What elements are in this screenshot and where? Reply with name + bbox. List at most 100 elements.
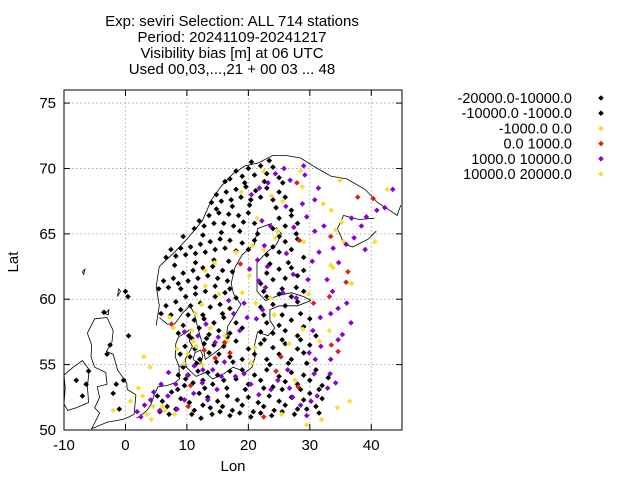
data-point xyxy=(282,223,289,229)
data-point xyxy=(260,168,267,174)
data-point xyxy=(197,241,204,248)
data-point xyxy=(147,397,154,403)
data-point xyxy=(222,289,228,296)
data-point xyxy=(294,272,301,279)
data-point xyxy=(339,331,346,338)
data-point xyxy=(311,228,318,235)
data-point xyxy=(196,390,202,397)
data-point xyxy=(175,330,182,337)
data-point xyxy=(241,370,247,377)
data-point xyxy=(200,232,206,238)
y-tick-label: 75 xyxy=(39,95,56,112)
data-point xyxy=(186,399,193,406)
data-point xyxy=(168,246,174,253)
data-point xyxy=(288,246,295,253)
data-point xyxy=(370,195,376,202)
data-point xyxy=(282,340,289,347)
data-point xyxy=(177,285,184,292)
data-point xyxy=(381,204,388,211)
data-point xyxy=(173,299,179,305)
data-point xyxy=(343,279,349,286)
data-point xyxy=(335,259,342,266)
data-point xyxy=(246,272,253,279)
legend: -20000.0-10000.0-10000.0 -1000.0-1000.0 … xyxy=(458,91,604,183)
data-point xyxy=(228,197,234,203)
data-point xyxy=(300,326,306,333)
data-point xyxy=(255,399,261,406)
data-point xyxy=(257,163,264,169)
data-point xyxy=(313,367,319,373)
data-point xyxy=(237,261,244,267)
data-point xyxy=(282,238,289,245)
data-point xyxy=(264,185,270,191)
data-point xyxy=(294,236,301,242)
data-point xyxy=(196,325,202,331)
data-point xyxy=(199,361,206,368)
data-point xyxy=(287,177,293,184)
data-point xyxy=(254,257,261,263)
data-point xyxy=(211,319,217,326)
data-point xyxy=(83,381,89,388)
data-point xyxy=(107,342,113,348)
data-point xyxy=(259,217,265,224)
data-point xyxy=(199,380,206,386)
data-point xyxy=(227,353,233,360)
title-line: Exp: seviri Selection: ALL 714 stations xyxy=(105,13,359,30)
data-point xyxy=(307,390,313,397)
data-point xyxy=(139,393,146,399)
title-line: Used 00,03,...,21 + 00 03 ... 48 xyxy=(129,61,335,78)
data-point xyxy=(260,403,267,410)
data-point xyxy=(201,385,208,391)
data-point xyxy=(299,200,306,207)
legend-label: -10000.0 -1000.0 xyxy=(462,106,572,122)
data-point xyxy=(293,295,300,301)
data-point xyxy=(161,407,168,414)
data-point xyxy=(315,185,322,191)
data-point xyxy=(256,278,262,284)
x-tick-label: -10 xyxy=(53,437,75,454)
data-point xyxy=(238,194,244,201)
data-point xyxy=(213,191,220,198)
data-point xyxy=(264,367,270,373)
data-point xyxy=(227,330,233,337)
data-point xyxy=(175,280,182,287)
data-point xyxy=(174,386,181,393)
data-point xyxy=(175,372,182,378)
axis-ticks: -10 0 10 20 30 40 50 55 60 65 70 75 xyxy=(39,90,402,454)
data-point xyxy=(289,394,296,401)
data-point xyxy=(219,403,226,410)
data-point xyxy=(249,242,255,249)
data-point xyxy=(223,189,230,195)
data-point xyxy=(335,305,341,312)
data-point xyxy=(310,327,316,334)
data-point xyxy=(267,295,274,301)
data-point xyxy=(278,411,285,418)
data-point xyxy=(207,325,214,331)
data-point xyxy=(189,335,195,342)
data-point xyxy=(173,381,179,388)
data-point xyxy=(206,331,212,338)
data-point xyxy=(294,406,301,412)
data-point xyxy=(294,333,301,339)
data-point xyxy=(218,198,225,204)
data-point xyxy=(201,340,207,347)
data-point xyxy=(104,351,110,357)
data-point xyxy=(182,293,189,300)
data-point xyxy=(300,254,307,261)
coastline-segment xyxy=(155,155,402,326)
data-point xyxy=(248,159,255,165)
data-point xyxy=(110,407,116,414)
data-point xyxy=(73,377,80,384)
data-point xyxy=(138,414,144,420)
data-point xyxy=(233,249,239,255)
data-point xyxy=(212,339,218,346)
legend-marker xyxy=(598,110,604,116)
data-point xyxy=(185,403,191,410)
data-point xyxy=(264,251,270,258)
data-point xyxy=(251,220,258,227)
data-point xyxy=(125,293,131,300)
y-tick-label: 55 xyxy=(39,357,56,374)
data-point xyxy=(191,225,198,232)
x-tick-label: 0 xyxy=(121,437,129,454)
data-point xyxy=(227,237,233,244)
